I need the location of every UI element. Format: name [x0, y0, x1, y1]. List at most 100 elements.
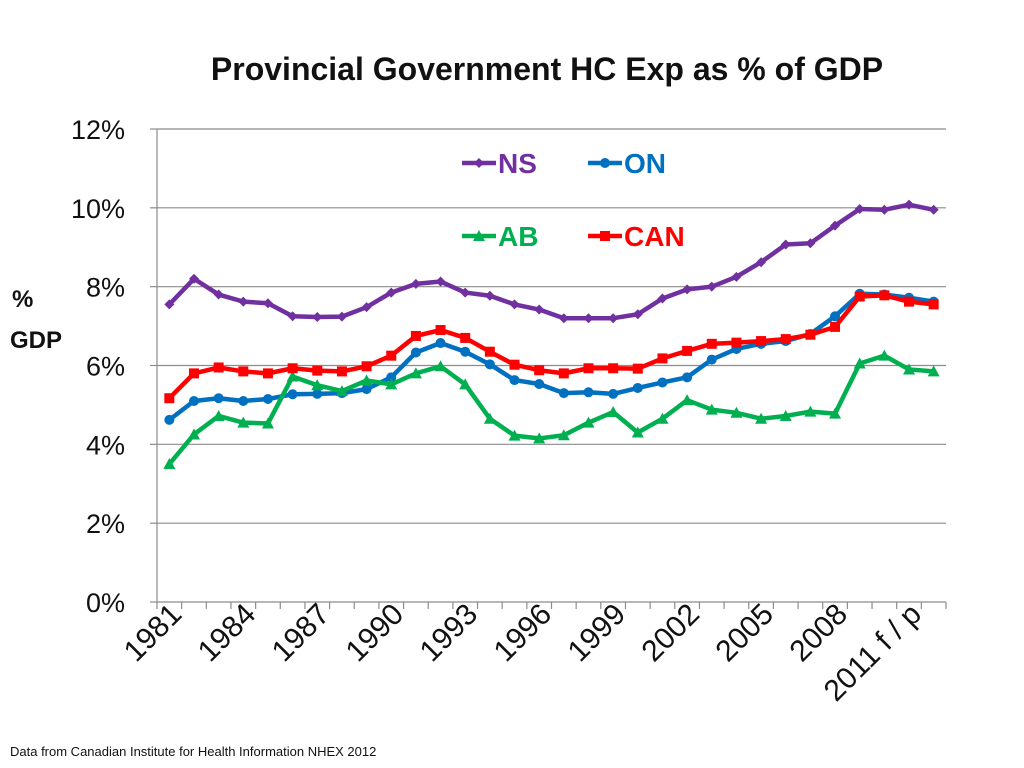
data-point-ns	[805, 238, 816, 249]
data-point-on	[410, 347, 421, 358]
y-tick-label: 10%	[71, 194, 125, 224]
data-point-on	[583, 387, 594, 398]
data-point-ab	[557, 429, 570, 441]
data-point-ns	[682, 284, 693, 295]
axes	[150, 128, 947, 609]
data-point-ns	[484, 290, 495, 301]
y-tick-label: 0%	[86, 588, 125, 618]
data-point-ns	[509, 299, 520, 310]
data-point-on	[361, 384, 372, 395]
y-tick-label: 8%	[86, 273, 125, 303]
data-point-ab	[631, 426, 644, 438]
data-point-can	[682, 345, 693, 356]
data-point-on	[238, 395, 249, 406]
data-point-can	[928, 299, 939, 310]
data-point-on	[830, 311, 841, 322]
data-point-can	[188, 368, 199, 379]
data-point-on	[188, 395, 199, 406]
legend-label: NS	[498, 148, 537, 179]
data-point-ab	[335, 385, 348, 397]
data-point-can	[657, 353, 668, 364]
data-point-ns	[312, 312, 323, 323]
x-tick-label: 1996	[488, 598, 559, 669]
data-point-ab	[261, 417, 274, 429]
data-point-can	[583, 363, 594, 374]
x-tick-label: 2002	[636, 598, 707, 669]
data-point-can	[805, 329, 816, 340]
chart-title: Provincial Government HC Exp as % of GDP	[211, 51, 883, 87]
data-point-ab	[927, 365, 940, 377]
data-point-can	[213, 362, 224, 373]
data-point-ab	[434, 360, 447, 372]
data-point-ns	[608, 313, 619, 324]
legend-marker	[474, 158, 484, 168]
data-point-on	[632, 382, 643, 393]
data-point-ab	[705, 403, 718, 415]
data-point-on	[460, 346, 471, 357]
legend-label: CAN	[624, 221, 685, 252]
data-point-can	[361, 361, 372, 372]
data-point-ns	[632, 309, 643, 320]
data-point-ns	[188, 273, 199, 284]
data-point-ab	[409, 367, 422, 379]
data-point-ns	[336, 311, 347, 322]
data-point-can	[608, 363, 619, 374]
data-point-ab	[681, 394, 694, 406]
y-tick-labels: 0% 2% 4% 6% 8% 10% 12%	[71, 115, 125, 618]
legend-marker	[600, 231, 610, 241]
data-point-can	[706, 338, 717, 349]
data-point-ns	[879, 204, 890, 215]
data-point-ns	[583, 313, 594, 324]
data-point-on	[608, 388, 619, 399]
x-tick-label: 1993	[414, 598, 485, 669]
x-tick-label: 1987	[266, 598, 337, 669]
data-point-can	[534, 365, 545, 376]
legend-label: AB	[498, 221, 538, 252]
data-point-on	[386, 372, 397, 383]
data-point-can	[287, 363, 298, 374]
x-tick-label: 2005	[709, 598, 780, 669]
data-point-ns	[731, 271, 742, 282]
data-point-ab	[607, 406, 620, 418]
data-point-can	[558, 368, 569, 379]
data-point-can	[262, 368, 273, 379]
data-point-ab	[385, 378, 398, 390]
data-point-can	[756, 336, 767, 347]
data-point-on	[509, 375, 520, 386]
data-point-on	[706, 354, 717, 365]
x-tick-labels: 1981 1984 1987 1990 1993 1996 1999 2002 2005 2008…	[118, 598, 928, 708]
data-point-on	[287, 389, 298, 400]
legend-item-can: CAN	[588, 221, 685, 252]
data-point-ns	[164, 299, 175, 310]
series-can	[164, 290, 939, 404]
y-tick-label: 6%	[86, 352, 125, 382]
data-point-ns	[830, 220, 841, 231]
data-point-can	[632, 363, 643, 374]
data-point-can	[830, 321, 841, 332]
data-point-ns	[410, 278, 421, 289]
data-point-ns	[287, 311, 298, 322]
data-point-ab	[755, 412, 768, 424]
data-point-on	[484, 359, 495, 370]
legend: NS ON AB CAN	[462, 148, 685, 252]
data-point-ns	[706, 281, 717, 292]
data-point-on	[262, 394, 273, 405]
data-point-on	[534, 379, 545, 390]
data-point-on	[312, 388, 323, 399]
y-axis-label-line2: GDP	[10, 327, 62, 354]
data-point-ab	[163, 458, 176, 470]
data-point-can	[164, 393, 175, 404]
legend-marker	[473, 230, 485, 241]
data-point-ab	[483, 412, 496, 424]
legend-marker	[600, 158, 610, 168]
data-point-can	[336, 366, 347, 377]
x-tick-label: 1984	[192, 598, 263, 669]
data-point-can	[238, 366, 249, 377]
data-point-can	[780, 334, 791, 345]
data-point-ab	[582, 416, 595, 428]
data-point-can	[386, 350, 397, 361]
data-point-on	[657, 377, 668, 388]
legend-item-ab: AB	[462, 221, 538, 252]
series-ns	[164, 199, 939, 324]
data-point-ab	[903, 363, 916, 375]
